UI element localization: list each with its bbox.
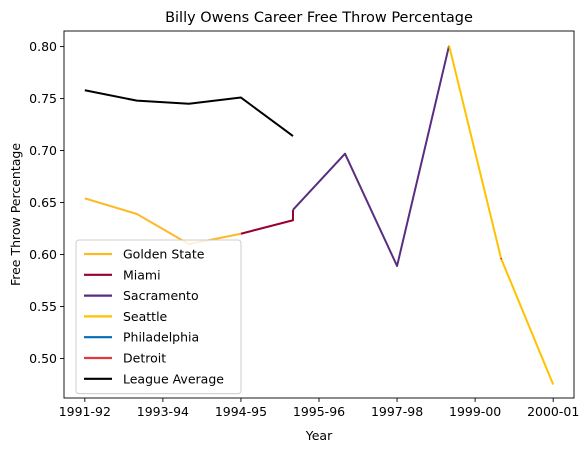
series-point-detroit xyxy=(500,257,502,260)
y-tick-label: 0.55 xyxy=(29,299,57,314)
series-line-golden-state xyxy=(84,197,242,246)
x-tick-label: 1993-94 xyxy=(137,404,189,419)
series-line-league-average xyxy=(84,89,294,137)
series-line-miami xyxy=(240,209,294,235)
y-tick-label: 0.65 xyxy=(29,195,57,210)
y-tick-label: 0.70 xyxy=(29,143,57,158)
legend-label: Sacramento xyxy=(123,288,199,303)
x-axis-label: Year xyxy=(305,428,333,443)
legend: Golden State Miami Sacramento Seattle Philad… xyxy=(75,239,242,395)
chart-title: Billy Owens Career Free Throw Percentage xyxy=(165,10,473,26)
series-line-sacramento xyxy=(292,45,451,267)
x-tick-label: 1995-96 xyxy=(293,404,345,419)
y-tick-label: 0.75 xyxy=(29,91,57,106)
legend-label: Golden State xyxy=(123,247,205,262)
y-tick-label: 0.60 xyxy=(29,247,57,262)
y-tick-label: 0.80 xyxy=(29,39,57,54)
x-tick-label: 1994-95 xyxy=(215,404,267,419)
legend-label: Miami xyxy=(123,267,161,282)
legend-box xyxy=(75,239,242,395)
legend-label: League Average xyxy=(123,371,224,386)
legend-label: Philadelphia xyxy=(123,330,199,345)
x-tick-label: 1991-92 xyxy=(59,404,111,419)
y-tick-label: 0.50 xyxy=(29,351,57,366)
legend-label: Detroit xyxy=(123,351,166,366)
x-tick-label: 1999-00 xyxy=(449,404,501,419)
y-axis-label: Free Throw Percentage xyxy=(8,143,23,286)
legend-label: Seattle xyxy=(123,309,168,324)
x-tick-label: 2000-01 xyxy=(527,404,579,419)
x-tick-label: 1997-98 xyxy=(371,404,423,419)
